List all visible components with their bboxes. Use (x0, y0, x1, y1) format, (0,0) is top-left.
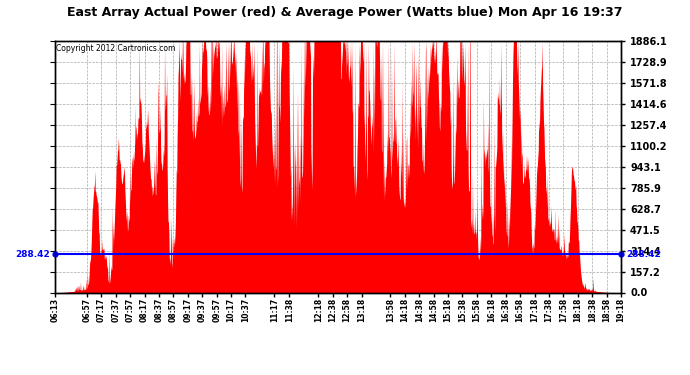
Text: East Array Actual Power (red) & Average Power (Watts blue) Mon Apr 16 19:37: East Array Actual Power (red) & Average … (67, 6, 623, 19)
Text: 288.42: 288.42 (627, 250, 661, 259)
Text: Copyright 2012 Cartronics.com: Copyright 2012 Cartronics.com (57, 44, 176, 53)
Text: 288.42: 288.42 (15, 250, 50, 259)
